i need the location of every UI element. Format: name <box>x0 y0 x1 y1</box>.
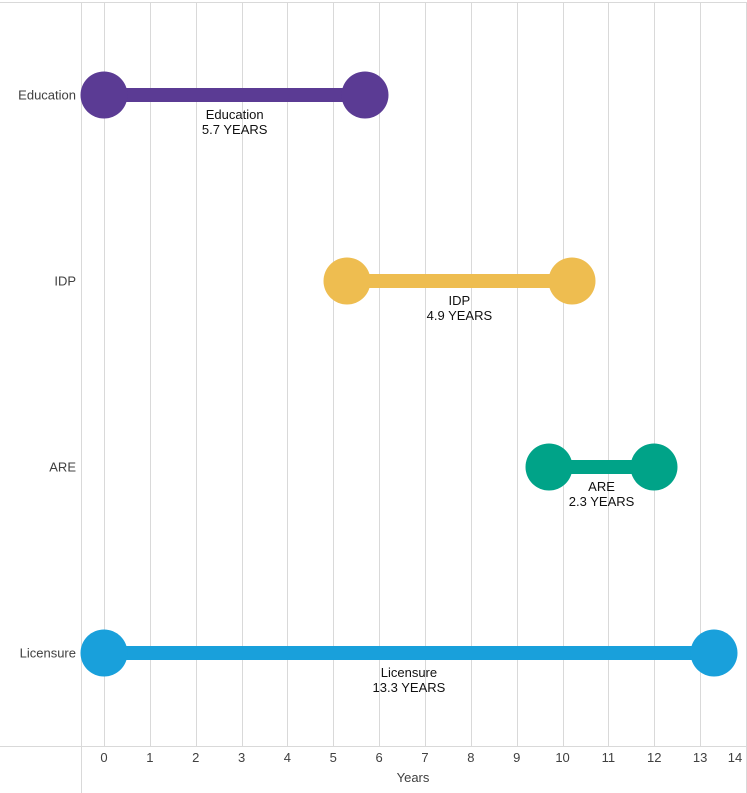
x-tick-12: 12 <box>647 750 662 765</box>
data-label-idp: IDP 4.9 YEARS <box>427 293 493 323</box>
gridline-year-7 <box>425 2 426 746</box>
data-label-are: ARE 2.3 YEARS <box>569 479 635 509</box>
dumbbell-start-dot-idp[interactable] <box>323 257 371 305</box>
gridline-year-1 <box>150 2 151 746</box>
dumbbell-start-dot-licensure[interactable] <box>80 629 128 677</box>
gridline-year-4 <box>287 2 288 746</box>
dumbbell-line-are[interactable] <box>548 460 655 474</box>
x-tick-14: 14 <box>727 750 743 765</box>
plot-top-border <box>0 2 747 3</box>
y-axis-label-licensure: Licensure <box>19 645 76 661</box>
dumbbell-line-education[interactable] <box>104 88 366 102</box>
dumbbell-end-dot-education[interactable] <box>341 71 389 119</box>
gridline-year-3 <box>242 2 243 746</box>
y-axis-label-idp: IDP <box>54 273 76 289</box>
x-tick-13: 13 <box>692 750 708 765</box>
plot-left-border <box>81 2 82 793</box>
data-label-name: Education <box>205 107 264 122</box>
data-label-duration: 2.3 YEARS <box>568 494 635 509</box>
x-tick-6: 6 <box>375 750 383 765</box>
gridline-year-0 <box>104 2 105 746</box>
x-tick-8: 8 <box>467 750 475 765</box>
x-tick-4: 4 <box>283 750 292 765</box>
x-tick-7: 7 <box>421 750 429 765</box>
x-tick-11: 11 <box>601 750 616 765</box>
dumbbell-end-dot-are[interactable] <box>630 443 678 491</box>
y-axis-label-are: ARE <box>49 459 76 475</box>
dumbbell-line-idp[interactable] <box>347 274 572 288</box>
x-tick-9: 9 <box>513 750 521 765</box>
data-label-duration: 5.7 YEARS <box>201 122 268 137</box>
x-tick-0: 0 <box>100 750 108 765</box>
gridline-year-8 <box>471 2 472 746</box>
dumbbell-end-dot-licensure[interactable] <box>690 629 738 677</box>
x-tick-3: 3 <box>237 750 246 765</box>
x-tick-2: 2 <box>192 750 200 765</box>
data-label-education: Education 5.7 YEARS <box>202 107 268 137</box>
data-label-name: IDP <box>448 293 471 308</box>
data-label-name: ARE <box>588 479 615 494</box>
dumbbell-end-dot-idp[interactable] <box>548 257 596 305</box>
gridline-year-2 <box>196 2 197 746</box>
x-tick-1: 1 <box>146 750 154 765</box>
y-axis-label-education: Education <box>18 87 76 103</box>
gridline-year-6 <box>379 2 380 746</box>
data-label-duration: 13.3 YEARS <box>372 680 446 695</box>
data-label-licensure: Licensure 13.3 YEARS <box>373 665 446 695</box>
x-axis-title: Years <box>396 770 430 785</box>
data-label-duration: 4.9 YEARS <box>426 308 493 323</box>
dumbbell-line-licensure[interactable] <box>104 646 714 660</box>
x-axis-line <box>0 746 747 747</box>
gridline-year-5 <box>333 2 334 746</box>
gridline-year-10 <box>563 2 564 746</box>
gridline-year-12 <box>654 2 655 746</box>
x-tick-5: 5 <box>329 750 337 765</box>
x-tick-10: 10 <box>555 750 570 765</box>
dumbbell-start-dot-education[interactable] <box>80 71 128 119</box>
gridline-year-13 <box>700 2 701 746</box>
dumbbell-start-dot-are[interactable] <box>525 443 573 491</box>
data-label-name: Licensure <box>380 665 438 680</box>
gridline-year-9 <box>517 2 518 746</box>
gridline-year-11 <box>608 2 609 746</box>
